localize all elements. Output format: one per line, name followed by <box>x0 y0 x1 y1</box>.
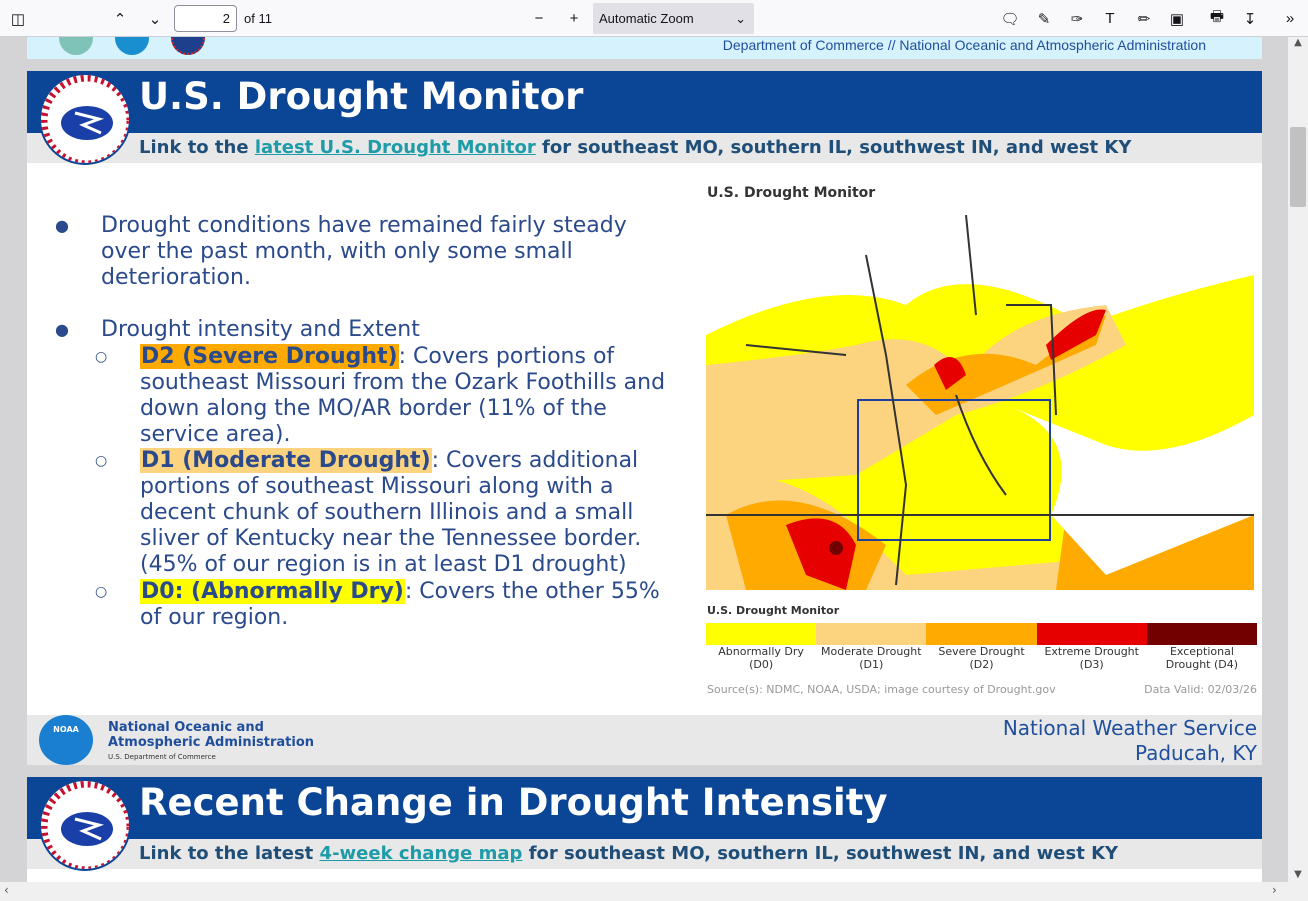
link-suffix: for southeast MO, southern IL, southwest… <box>522 843 1119 864</box>
image-icon[interactable]: ▣ <box>1169 10 1185 28</box>
scroll-up-icon[interactable]: ▲ <box>1294 37 1302 48</box>
scroll-down-icon[interactable]: ▼ <box>1294 869 1302 880</box>
previous-page-button[interactable]: ⌃ <box>113 10 127 28</box>
sidebar-toggle-icon[interactable]: ◫ <box>10 10 26 28</box>
comment-icon[interactable]: 🗨 <box>1000 10 1020 28</box>
chevron-down-icon: ⌄ <box>735 11 746 26</box>
print-icon[interactable]: 🖶 <box>1209 8 1225 25</box>
map-title: U.S. Drought Monitor <box>707 185 876 201</box>
d1-text: : Covers additional portions of southeas… <box>140 448 642 577</box>
scroll-left-icon[interactable]: ‹ <box>4 883 9 897</box>
bullet-2: ● Drought intensity and Extent <box>55 317 675 343</box>
noaa-logo: NOAA <box>39 715 93 765</box>
highlight-icon[interactable]: ✑ <box>1070 10 1084 28</box>
agency-logos <box>59 37 205 55</box>
scroll-right-icon[interactable]: › <box>1272 883 1277 897</box>
drought-monitor-link[interactable]: latest U.S. Drought Monitor <box>254 137 536 158</box>
legend-item: Abnormally Dry (D0) <box>706 623 817 671</box>
legend-item: Moderate Drought (D1) <box>816 623 927 671</box>
previous-page-footer: Department of Commerce // National Ocean… <box>27 37 1262 59</box>
legend-item: Exceptional Drought (D4) <box>1146 623 1258 671</box>
zoom-out-button[interactable]: − <box>534 10 544 27</box>
zoom-select[interactable]: Automatic Zoom ⌄ <box>593 3 754 34</box>
page-number-input[interactable]: 2 <box>174 5 237 32</box>
draw-icon[interactable]: ✏ <box>1137 10 1151 28</box>
legend-item: Extreme Drought (D3) <box>1036 623 1147 671</box>
subbullet-d1: ○ D1 (Moderate Drought): Covers additiona… <box>95 448 642 577</box>
zoom-value: Automatic Zoom <box>599 11 694 26</box>
scroll-thumb[interactable] <box>1290 127 1306 207</box>
link-prefix: Link to the latest <box>139 843 320 864</box>
map-source: Source(s): NDMC, NOAA, USDA; image court… <box>707 683 1056 696</box>
d0-label: D0: (Abnormally Dry) <box>140 579 405 604</box>
subbullet-d2: ○ D2 (Severe Drought): Covers portions of… <box>95 344 666 447</box>
pdf-toolbar: ◫ ⌃ ⌄ 2 of 11 − + Automatic Zoom ⌄ 🗨 ✎ ✑ … <box>0 0 1308 37</box>
bullet-2-text: Drought intensity and Extent <box>101 317 420 342</box>
d2-text: : Covers portions of southeast Missouri … <box>140 344 666 447</box>
slide-title: Recent Change in Drought Intensity <box>139 781 888 824</box>
vertical-scrollbar[interactable]: ▲ ▼ <box>1288 37 1308 882</box>
next-page-button[interactable]: ⌄ <box>148 10 162 28</box>
map-valid-date: Data Valid: 02/03/26 <box>1144 683 1257 696</box>
signature-icon[interactable]: ✎ <box>1037 10 1051 28</box>
nws-logo <box>39 73 131 165</box>
slide-drought-monitor: U.S. Drought Monitor Link to the latest … <box>27 71 1262 765</box>
legend-title: U.S. Drought Monitor <box>707 604 840 617</box>
noaa-text: National Oceanic and Atmospheric Administ… <box>108 720 315 761</box>
zoom-in-button[interactable]: + <box>569 10 579 27</box>
subbullet-d0: ○ D0: (Abnormally Dry): Covers the other … <box>95 579 660 630</box>
text-icon[interactable]: T <box>1105 10 1115 27</box>
slide-header: U.S. Drought Monitor <box>27 71 1262 133</box>
map-legend: Abnormally Dry (D0) Moderate Drought (D1… <box>706 623 1258 671</box>
legend-item: Severe Drought (D2) <box>926 623 1037 671</box>
save-icon[interactable]: ↧ <box>1243 10 1257 28</box>
slide-title: U.S. Drought Monitor <box>139 75 584 118</box>
slide-subheader: Link to the latest U.S. Drought Monitor … <box>27 133 1262 163</box>
slide-subheader: Link to the latest 4-week change map for… <box>27 839 1262 869</box>
nws-logo <box>39 779 131 871</box>
slide-header: Recent Change in Drought Intensity <box>27 777 1262 839</box>
link-suffix: for southeast MO, southern IL, southwest… <box>535 137 1132 158</box>
d2-label: D2 (Severe Drought) <box>140 344 399 369</box>
horizontal-scrollbar[interactable]: ‹ › <box>0 882 1308 901</box>
nws-office: National Weather Service Paducah, KY <box>1002 716 1257 765</box>
department-text: Department of Commerce // National Ocean… <box>722 37 1206 53</box>
change-map-link[interactable]: 4-week change map <box>319 843 523 864</box>
link-prefix: Link to the <box>139 137 255 158</box>
page-count: of 11 <box>244 11 272 26</box>
bullet-1-text: Drought conditions have remained fairly … <box>101 213 627 290</box>
document-viewer: Department of Commerce // National Ocean… <box>0 37 1288 882</box>
drought-map <box>706 215 1254 590</box>
more-tools-icon[interactable]: » <box>1285 10 1295 27</box>
d0-text: : Covers the other 55% of our region. <box>140 579 660 630</box>
d1-label: D1 (Moderate Drought) <box>140 448 432 473</box>
slide-recent-change: Recent Change in Drought Intensity Link … <box>27 777 1262 882</box>
bullet-1: ● Drought conditions have remained fairly… <box>55 213 675 291</box>
slide-footer: NOAA National Oceanic and Atmospheric Adm… <box>27 715 1262 765</box>
